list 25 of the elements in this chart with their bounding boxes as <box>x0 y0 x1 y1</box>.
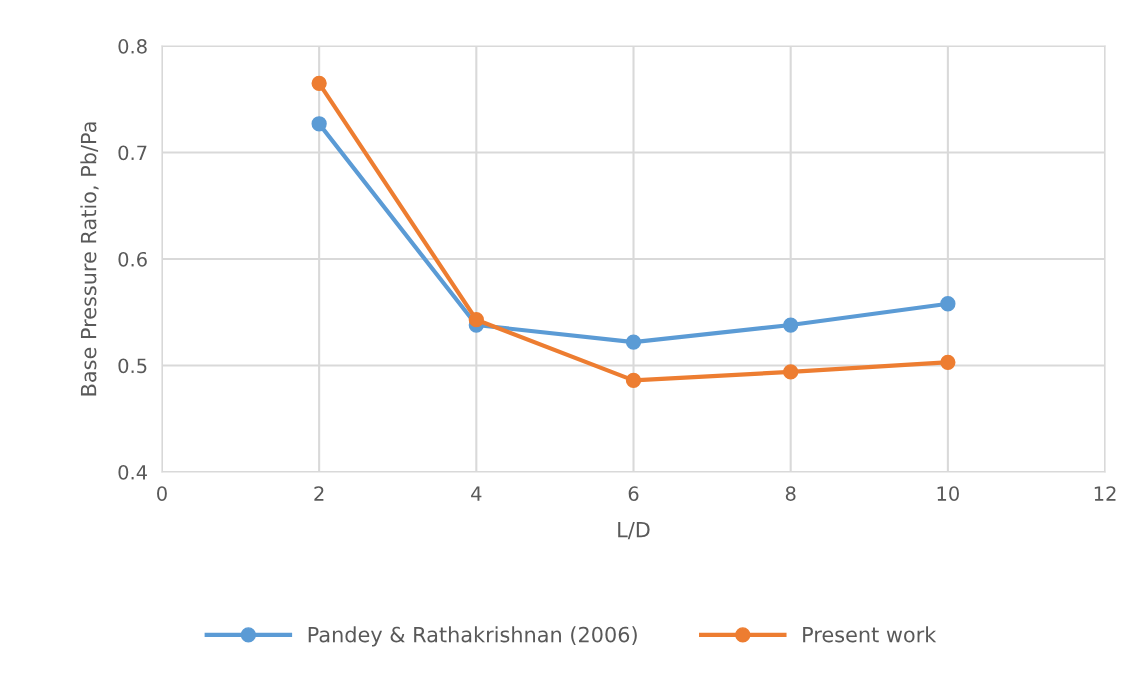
y-tick-label: 0.5 <box>118 358 147 374</box>
point <box>783 317 799 333</box>
x-tick-label: 12 <box>1094 486 1116 501</box>
x-tick-label: 4 <box>471 486 482 501</box>
x-tick-label: 6 <box>628 486 639 501</box>
legend-label: Pandey & Rathakrishnan (2006) <box>308 626 637 647</box>
y-tick-label: 0.6 <box>118 251 147 267</box>
x-axis-title: L/D <box>618 522 650 540</box>
y-tick-label: 0.4 <box>118 464 147 480</box>
x-tick-label: 10 <box>937 486 959 501</box>
y-tick-label: 0.8 <box>118 38 147 54</box>
x-tick-label: 8 <box>785 486 796 501</box>
point <box>940 354 956 370</box>
point <box>311 116 327 132</box>
point <box>311 75 327 91</box>
point <box>625 334 642 350</box>
point <box>468 312 484 328</box>
y-tick-label: 0.7 <box>118 145 147 161</box>
x-tick-label: 0 <box>157 486 167 501</box>
x-tick-label: 2 <box>314 486 324 501</box>
point <box>783 364 799 380</box>
y-axis-title: Base Pressure Ratio, Pb/Pa <box>80 122 99 396</box>
point <box>625 372 642 389</box>
point <box>940 296 956 312</box>
legend-label: Present work <box>803 626 937 643</box>
